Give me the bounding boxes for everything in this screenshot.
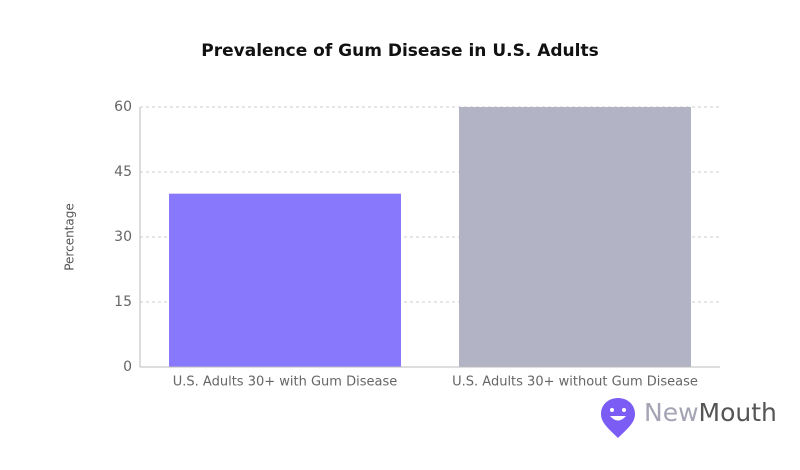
x-tick-label: U.S. Adults 30+ with Gum Disease bbox=[173, 375, 397, 390]
logo-part: New bbox=[644, 398, 699, 427]
y-axis-label: Percentage bbox=[63, 203, 77, 271]
logo-eye bbox=[622, 408, 626, 412]
x-tick-label: U.S. Adults 30+ without Gum Disease bbox=[452, 375, 698, 390]
y-tick-label: 60 bbox=[114, 99, 132, 115]
logo-part: Mouth bbox=[699, 398, 777, 427]
y-tick-label: 15 bbox=[114, 294, 132, 310]
y-tick-label: 30 bbox=[114, 229, 132, 245]
chart-title: Prevalence of Gum Disease in U.S. Adults bbox=[201, 41, 598, 61]
logo-eye bbox=[610, 408, 614, 412]
logo-mouth bbox=[610, 416, 626, 421]
logo-text: NewMouth bbox=[644, 398, 777, 427]
y-tick-label: 45 bbox=[114, 164, 132, 180]
logo: NewMouth bbox=[601, 398, 777, 438]
bar bbox=[169, 193, 401, 367]
y-tick-label: 0 bbox=[123, 359, 132, 375]
bar bbox=[459, 107, 691, 367]
